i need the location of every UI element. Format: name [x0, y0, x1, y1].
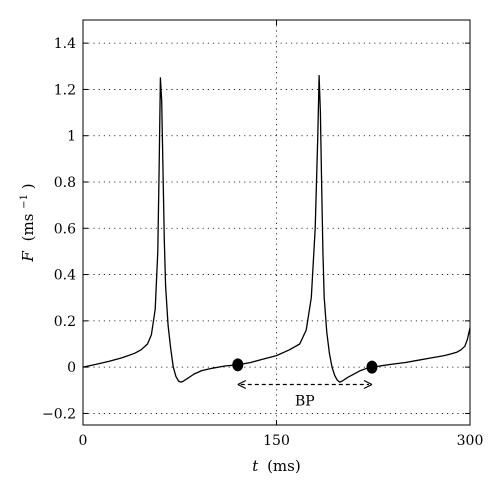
- x-axis-label: t (ms): [252, 457, 300, 475]
- x-tick-label: 0: [79, 433, 88, 449]
- tick-layer: −0.200.20.40.60.811.21.40 150 300: [42, 20, 483, 449]
- y-axis-variable: F: [19, 251, 37, 263]
- grid-lines: [83, 20, 470, 425]
- x-tick-label: 150: [263, 433, 290, 449]
- y-tick-label: 0.2: [54, 314, 76, 330]
- marker-point: [232, 358, 244, 372]
- y-axis-unit: (ms: [19, 214, 37, 242]
- y-axis-unit-close: ): [19, 183, 37, 189]
- y-tick-label: 1.4: [54, 36, 76, 52]
- marker-layer: [232, 358, 378, 374]
- x-tick-label: 300: [457, 433, 484, 449]
- y-tick-label: 1.2: [54, 82, 76, 98]
- y-tick-label: 0.4: [54, 268, 76, 284]
- x-axis-unit: (ms): [267, 457, 301, 475]
- y-tick-label: 0.8: [54, 175, 76, 191]
- series-layer: [82, 74, 471, 383]
- y-axis-label: F (ms −1 ): [13, 183, 37, 262]
- y-tick-label: 1: [67, 129, 76, 145]
- bp-arrow-head-right: [363, 379, 373, 390]
- marker-point: [366, 360, 378, 374]
- y-tick-label: −0.2: [42, 406, 76, 422]
- y-axis-unit-superscript: −1: [19, 194, 30, 209]
- bp-label: BP: [295, 394, 315, 410]
- series-line: [82, 74, 471, 383]
- y-tick-label: 0: [67, 360, 76, 376]
- annotation-layer: BP: [237, 379, 373, 410]
- x-axis-variable: t: [252, 457, 259, 475]
- y-tick-label: 0.6: [54, 221, 76, 237]
- bp-arrow-head-left: [237, 379, 247, 390]
